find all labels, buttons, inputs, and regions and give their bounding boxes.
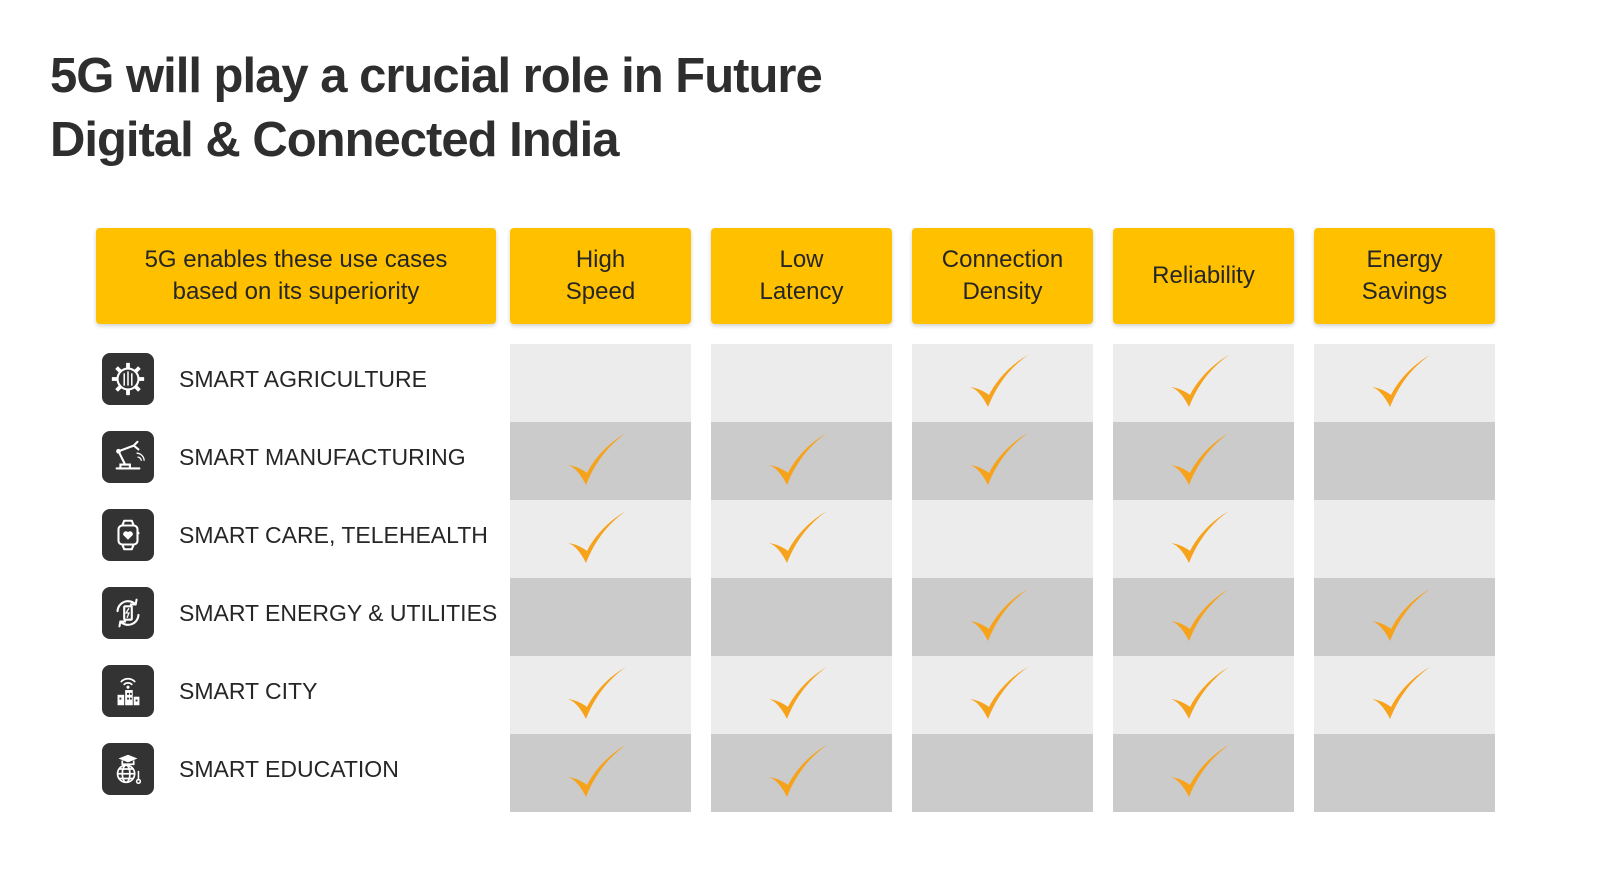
matrix-cell-low-latency xyxy=(711,422,892,500)
matrix-cell-connection-density xyxy=(912,734,1093,812)
matrix-cell-reliability xyxy=(1113,422,1294,500)
checkmark-icon xyxy=(1371,589,1430,641)
graduation-globe-icon xyxy=(102,743,154,795)
column-header-line-1: Low xyxy=(779,246,824,273)
checkmark-icon xyxy=(969,355,1028,407)
matrix-cell-reliability xyxy=(1113,500,1294,578)
matrix-cell-energy-savings xyxy=(1314,578,1495,656)
use-case-name: SMART CITY xyxy=(179,677,318,704)
checkmark-icon xyxy=(1170,589,1229,641)
matrix-cell-low-latency xyxy=(711,578,892,656)
matrix-cell-reliability xyxy=(1113,656,1294,734)
use-case-name: SMART ENERGY & UTILITIES xyxy=(179,599,498,626)
checkmark-icon xyxy=(1170,667,1229,719)
title-line-2: Digital & Connected India xyxy=(50,113,619,167)
use-case-name: SMART MANUFACTURING xyxy=(179,443,466,470)
intro-line-1: 5G enables these use cases xyxy=(144,246,448,273)
matrix-cell-low-latency xyxy=(711,500,892,578)
column-header-line-2: Density xyxy=(962,278,1043,305)
checkmark-icon xyxy=(1170,511,1229,563)
intro-line-2: based on its superiority xyxy=(172,278,420,305)
use-case-row-label: SMART EDUCATION xyxy=(102,742,399,796)
title-line-1: 5G will play a crucial role in Future xyxy=(50,49,823,103)
checkmark-icon xyxy=(1371,667,1430,719)
matrix-cell-low-latency xyxy=(711,656,892,734)
matrix-cell-high-speed xyxy=(510,500,691,578)
matrix-cell-reliability xyxy=(1113,578,1294,656)
use-case-row-label: SMART CARE, TELEHEALTH xyxy=(102,508,488,562)
checkmark-icon xyxy=(567,433,626,485)
matrix-cell-high-speed xyxy=(510,344,691,422)
use-case-name: SMART CARE, TELEHEALTH xyxy=(179,521,488,548)
matrix-cell-high-speed xyxy=(510,578,691,656)
column-header-line-1: Connection xyxy=(941,246,1064,273)
checkmark-icon xyxy=(969,433,1028,485)
checkmark-icon xyxy=(1371,355,1430,407)
checkmark-icon xyxy=(969,667,1028,719)
matrix-cell-reliability xyxy=(1113,344,1294,422)
page-title: 5G will play a crucial role in Future Di… xyxy=(50,44,1050,172)
use-case-row-label: SMART AGRICULTURE xyxy=(102,352,427,406)
checkmark-icon xyxy=(768,433,827,485)
use-case-row-label: SMART CITY xyxy=(102,664,317,718)
column-header-line-2: Latency xyxy=(759,278,844,305)
city-wifi-icon xyxy=(102,665,154,717)
column-header-energy-savings: Energy Savings xyxy=(1314,228,1495,324)
matrix-cell-high-speed xyxy=(510,734,691,812)
intro-header-box: 5G enables these use cases based on its … xyxy=(96,228,496,324)
matrix-cell-high-speed xyxy=(510,422,691,500)
use-case-row-label: SMART MANUFACTURING xyxy=(102,430,466,484)
column-header-line-1: Energy xyxy=(1366,246,1443,273)
matrix-cell-connection-density xyxy=(912,500,1093,578)
matrix-cell-connection-density xyxy=(912,344,1093,422)
column-header-line-1: High xyxy=(575,246,626,273)
checkmark-icon xyxy=(969,589,1028,641)
checkmark-icon xyxy=(768,511,827,563)
column-header-line-2: Speed xyxy=(565,278,636,305)
matrix-cell-connection-density xyxy=(912,578,1093,656)
column-header-low-latency: Low Latency xyxy=(711,228,892,324)
smartwatch-heart-icon xyxy=(102,509,154,561)
matrix-cell-energy-savings xyxy=(1314,656,1495,734)
matrix-cell-energy-savings xyxy=(1314,734,1495,812)
checkmark-icon xyxy=(1170,355,1229,407)
matrix-cell-energy-savings xyxy=(1314,422,1495,500)
checkmark-icon xyxy=(1170,433,1229,485)
use-case-name: SMART AGRICULTURE xyxy=(179,365,427,392)
matrix-cell-connection-density xyxy=(912,656,1093,734)
matrix-cell-energy-savings xyxy=(1314,344,1495,422)
robot-arm-icon xyxy=(102,431,154,483)
column-header-reliability: Reliability xyxy=(1113,228,1294,324)
checkmark-icon xyxy=(567,667,626,719)
checkmark-icon xyxy=(567,511,626,563)
checkmark-icon xyxy=(567,745,626,797)
energy-cycle-icon xyxy=(102,587,154,639)
checkmark-icon xyxy=(768,745,827,797)
column-header-line-1: Reliability xyxy=(1152,262,1255,289)
matrix-cell-low-latency xyxy=(711,734,892,812)
column-header-connection-density: Connection Density xyxy=(912,228,1093,324)
agriculture-gear-icon xyxy=(102,353,154,405)
matrix-cell-connection-density xyxy=(912,422,1093,500)
checkmark-icon xyxy=(1170,745,1229,797)
matrix-cell-low-latency xyxy=(711,344,892,422)
use-case-name: SMART EDUCATION xyxy=(179,755,399,782)
checkmark-icon xyxy=(768,667,827,719)
matrix-cell-reliability xyxy=(1113,734,1294,812)
use-case-row-label: SMART ENERGY & UTILITIES xyxy=(102,586,497,640)
matrix-cell-high-speed xyxy=(510,656,691,734)
matrix-cell-energy-savings xyxy=(1314,500,1495,578)
column-header-high-speed: High Speed xyxy=(510,228,691,324)
column-header-line-2: Savings xyxy=(1361,278,1448,305)
